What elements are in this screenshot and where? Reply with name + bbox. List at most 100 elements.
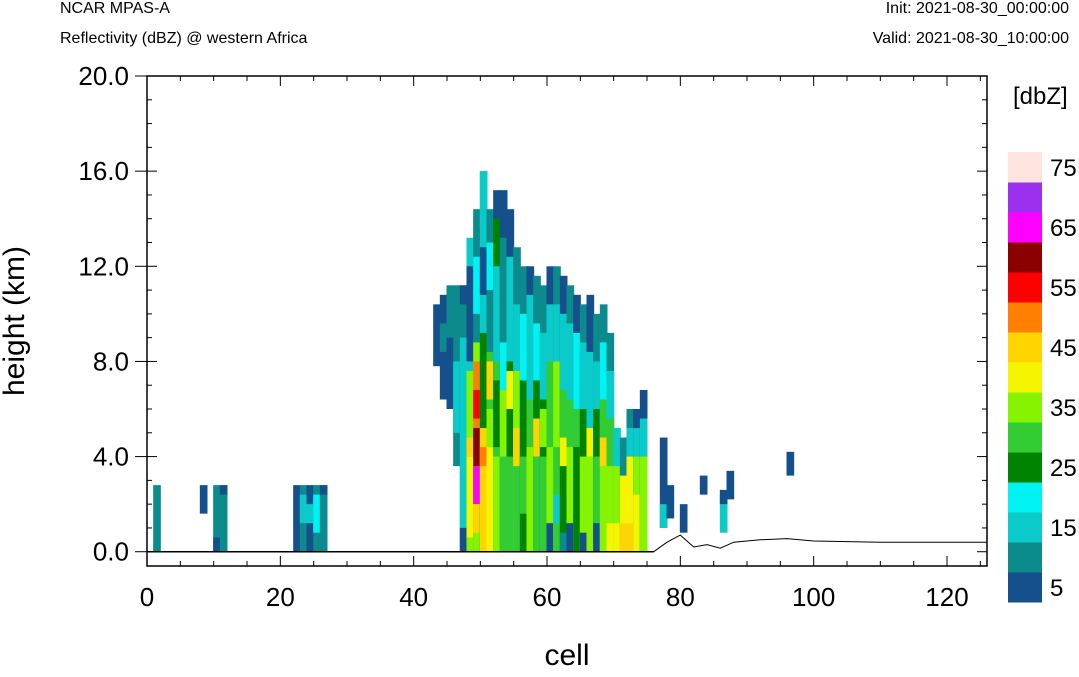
reflectivity-cell bbox=[486, 361, 495, 400]
reflectivity-cell bbox=[613, 523, 621, 552]
reflectivity-cell bbox=[153, 485, 161, 552]
y-tick-label: 0.0 bbox=[93, 537, 129, 567]
init-time: Init: 2021-08-30_00:00:00 bbox=[885, 0, 1069, 17]
reflectivity-cell bbox=[479, 447, 488, 467]
x-tick-label: 0 bbox=[140, 582, 154, 612]
reflectivity-cell bbox=[533, 456, 541, 552]
reflectivity-cell bbox=[639, 456, 648, 552]
colorbar-label: 35 bbox=[1050, 395, 1077, 422]
reflectivity-cell bbox=[599, 437, 608, 467]
reflectivity-cell bbox=[506, 456, 515, 552]
reflectivity-cell bbox=[506, 370, 515, 410]
reflectivity-cell bbox=[473, 428, 481, 467]
x-tick-label: 40 bbox=[399, 582, 428, 612]
reflectivity-cell bbox=[439, 323, 448, 352]
reflectivity-cell bbox=[199, 485, 208, 514]
valid-time: Valid: 2021-08-30_10:00:00 bbox=[872, 30, 1069, 47]
reflectivity-cell bbox=[626, 456, 635, 552]
reflectivity-cell bbox=[459, 527, 468, 552]
y-tick-label: 20.0 bbox=[78, 61, 129, 91]
reflectivity-cell bbox=[586, 428, 595, 457]
reflectivity-cell bbox=[593, 456, 601, 552]
reflectivity-cell bbox=[679, 504, 688, 533]
reflectivity-cell bbox=[213, 485, 221, 552]
reflectivity-cell bbox=[519, 456, 528, 514]
reflectivity-cell bbox=[493, 218, 501, 267]
x-tick-label: 60 bbox=[533, 582, 562, 612]
reflectivity-cell bbox=[546, 447, 555, 552]
colorbar-swatch bbox=[1008, 242, 1042, 273]
reflectivity-cell bbox=[786, 451, 795, 476]
reflectivity-cell bbox=[319, 485, 328, 552]
reflectivity-cell bbox=[626, 523, 635, 552]
reflectivity-cell bbox=[473, 389, 481, 419]
reflectivity-cell bbox=[313, 494, 321, 533]
reflectivity-cell bbox=[559, 532, 568, 552]
y-tick-label: 16.0 bbox=[78, 156, 129, 186]
model-name: NCAR MPAS-A bbox=[60, 0, 170, 17]
reflectivity-cell bbox=[319, 485, 328, 495]
colorbar-swatch bbox=[1008, 212, 1042, 243]
reflectivity-cell bbox=[479, 428, 488, 552]
x-tick-label: 100 bbox=[792, 582, 835, 612]
colorbar-swatch bbox=[1008, 182, 1042, 213]
colorbar-swatch bbox=[1008, 452, 1042, 483]
reflectivity-cell bbox=[539, 409, 548, 448]
reflectivity-cell bbox=[699, 475, 708, 495]
reflectivity-cell bbox=[579, 456, 588, 552]
reflectivity-cell bbox=[659, 504, 668, 528]
colorbar-label: 15 bbox=[1050, 515, 1077, 542]
colorbar-swatch bbox=[1008, 302, 1042, 333]
reflectivity-cell bbox=[719, 489, 728, 505]
reflectivity-cell bbox=[526, 447, 535, 552]
reflectivity-cell bbox=[459, 337, 468, 528]
terrain-line bbox=[147, 534, 987, 553]
x-tick-label: 80 bbox=[666, 582, 695, 612]
colorbar-swatch bbox=[1008, 152, 1042, 183]
y-tick-label: 4.0 bbox=[93, 442, 129, 472]
reflectivity-cell bbox=[306, 504, 315, 524]
colorbar-swatch bbox=[1008, 482, 1042, 513]
reflectivity-cell bbox=[486, 242, 495, 291]
x-tick-label: 120 bbox=[925, 582, 968, 612]
reflectivity-cell bbox=[599, 456, 608, 552]
reflectivity-cell bbox=[473, 466, 481, 505]
y-tick-label: 12.0 bbox=[78, 251, 129, 281]
reflectivity-cell bbox=[486, 409, 495, 448]
colorbar-label: 45 bbox=[1050, 335, 1077, 362]
colorbar-label: 65 bbox=[1050, 215, 1077, 242]
reflectivity-cell bbox=[479, 171, 488, 229]
reflectivity-cell bbox=[539, 456, 548, 552]
colorbar-swatch bbox=[1008, 392, 1042, 423]
colorbar-swatch bbox=[1008, 512, 1042, 543]
reflectivity-cell bbox=[566, 523, 575, 552]
reflectivity-cell bbox=[586, 456, 595, 552]
reflectivity-cell bbox=[606, 466, 615, 552]
reflectivity-cell bbox=[293, 485, 301, 552]
reflectivity-cell bbox=[573, 447, 581, 552]
reflectivity-cell bbox=[466, 456, 475, 538]
colorbar-swatch bbox=[1008, 572, 1042, 603]
reflectivity-cell bbox=[499, 456, 508, 552]
reflectivity-cell bbox=[513, 428, 521, 467]
reflectivity-cell bbox=[633, 494, 641, 552]
reflectivity-cell bbox=[559, 437, 568, 467]
reflectivity-cell bbox=[473, 256, 481, 314]
reflectivity-cell bbox=[433, 304, 441, 367]
reflectivity-cell bbox=[559, 447, 568, 552]
plot-frame bbox=[146, 75, 988, 567]
colorbar-units: [dbZ] bbox=[1013, 83, 1068, 110]
reflectivity-cell bbox=[213, 537, 221, 552]
reflectivity-cell bbox=[579, 532, 588, 552]
reflectivity-cell bbox=[726, 470, 735, 500]
reflectivity-cell bbox=[219, 485, 228, 552]
reflectivity-cell bbox=[659, 437, 668, 528]
reflectivity-cell bbox=[473, 504, 481, 533]
reflectivity-cell bbox=[219, 485, 228, 495]
reflectivity-cell bbox=[719, 494, 728, 533]
colorbar-label: 5 bbox=[1050, 575, 1063, 602]
colorbar-label: 75 bbox=[1050, 155, 1077, 182]
reflectivity-cell bbox=[493, 380, 501, 448]
reflectivity-cell bbox=[553, 494, 561, 524]
reflectivity-cell bbox=[619, 475, 628, 552]
